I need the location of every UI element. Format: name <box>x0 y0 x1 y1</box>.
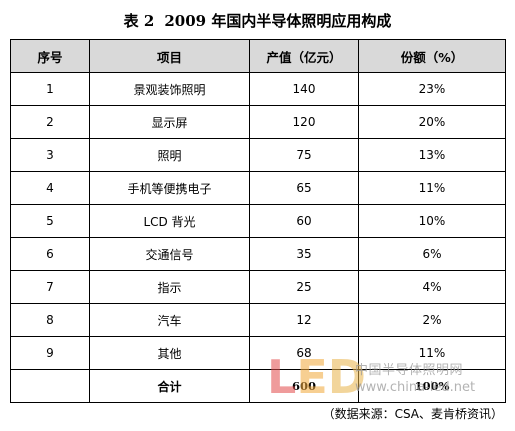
cell-item: 显示屏 <box>89 105 250 139</box>
table-row: 5 LCD 背光 60 10% <box>10 204 506 238</box>
cell-item: 交通信号 <box>89 237 250 271</box>
cell-item: 指示 <box>89 270 250 304</box>
data-table: 序号 项目 产值（亿元） 份额（%） 1 景观装饰照明 140 23% 2 显示… <box>10 39 506 403</box>
cell-value: 25 <box>249 270 359 304</box>
cell-no: 9 <box>10 336 90 370</box>
cell-item: 手机等便携电子 <box>89 171 250 205</box>
table-row: 3 照明 75 13% <box>10 138 506 172</box>
cell-value: 68 <box>249 336 359 370</box>
total-row: 合计 600 100% <box>10 369 506 403</box>
cell-no: 2 <box>10 105 90 139</box>
source-note: （数据来源：CSA、麦肯桥资讯） <box>322 407 503 421</box>
cell-value: 140 <box>249 72 359 106</box>
cell-no: 1 <box>10 72 90 106</box>
table-row: 2 显示屏 120 20% <box>10 105 506 139</box>
table-row: 7 指示 25 4% <box>10 270 506 304</box>
cell-total-no <box>10 369 90 403</box>
cell-no: 6 <box>10 237 90 271</box>
header-row: 序号 项目 产值（亿元） 份额（%） <box>10 39 506 73</box>
cell-no: 5 <box>10 204 90 238</box>
table-title-text: 2009 年国内半导体照明应用构成 <box>164 12 392 30</box>
table-row: 4 手机等便携电子 65 11% <box>10 171 506 205</box>
table-row: 8 汽车 12 2% <box>10 303 506 337</box>
table-number: 表 2 <box>123 12 155 30</box>
cell-share: 11% <box>358 171 506 205</box>
table-row: 1 景观装饰照明 140 23% <box>10 72 506 106</box>
cell-total-label: 合计 <box>89 369 250 403</box>
cell-no: 4 <box>10 171 90 205</box>
cell-value: 65 <box>249 171 359 205</box>
cell-value: 12 <box>249 303 359 337</box>
header-cell-item: 项目 <box>89 39 250 73</box>
cell-item: 景观装饰照明 <box>89 72 250 106</box>
table-row: 6 交通信号 35 6% <box>10 237 506 271</box>
cell-item: 其他 <box>89 336 250 370</box>
cell-no: 7 <box>10 270 90 304</box>
cell-share: 10% <box>358 204 506 238</box>
cell-no: 3 <box>10 138 90 172</box>
cell-share: 2% <box>358 303 506 337</box>
cell-value: 120 <box>249 105 359 139</box>
cell-share: 20% <box>358 105 506 139</box>
cell-item: 照明 <box>89 138 250 172</box>
cell-share: 23% <box>358 72 506 106</box>
cell-total-value: 600 <box>249 369 359 403</box>
header-cell-no: 序号 <box>10 39 90 73</box>
header-cell-value: 产值（亿元） <box>249 39 359 73</box>
cell-value: 75 <box>249 138 359 172</box>
header-cell-share: 份额（%） <box>358 39 506 73</box>
cell-item: LCD 背光 <box>89 204 250 238</box>
cell-value: 35 <box>249 237 359 271</box>
cell-total-share: 100% <box>358 369 506 403</box>
cell-value: 60 <box>249 204 359 238</box>
table-row: 9 其他 68 11% <box>10 336 506 370</box>
cell-item: 汽车 <box>89 303 250 337</box>
table-body: 1 景观装饰照明 140 23% 2 显示屏 120 20% 3 照明 75 1… <box>10 72 506 403</box>
table-title: 表 2 2009 年国内半导体照明应用构成 <box>0 10 515 31</box>
cell-share: 11% <box>358 336 506 370</box>
cell-no: 8 <box>10 303 90 337</box>
cell-share: 4% <box>358 270 506 304</box>
cell-share: 6% <box>358 237 506 271</box>
cell-share: 13% <box>358 138 506 172</box>
